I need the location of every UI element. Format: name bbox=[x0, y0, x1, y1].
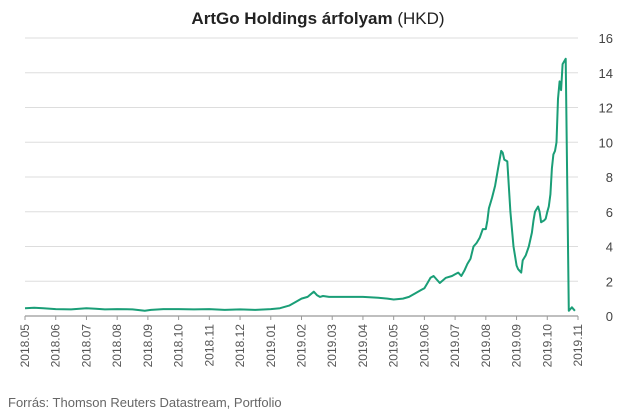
x-tick-label: 2018.06 bbox=[49, 324, 63, 368]
chart-title-unit: (HKD) bbox=[397, 9, 444, 28]
y-tick-label: 2 bbox=[606, 274, 613, 289]
source-note: Forrás: Thomson Reuters Datastream, Port… bbox=[8, 395, 282, 410]
x-tick-label: 2018.07 bbox=[79, 324, 93, 368]
gridlines bbox=[25, 37, 578, 317]
x-tick-label: 2018.09 bbox=[141, 324, 155, 368]
x-tick-label: 2019.04 bbox=[356, 324, 370, 368]
x-tick-label: 2019.06 bbox=[417, 324, 431, 368]
y-tick-label: 14 bbox=[599, 66, 613, 81]
price-line bbox=[24, 57, 576, 312]
x-tick-label: 2018.08 bbox=[110, 324, 124, 368]
chart-title-main: ArtGo Holdings árfolyam bbox=[191, 9, 392, 28]
x-tick-label: 2018.11 bbox=[202, 324, 216, 367]
x-tick-label: 2019.01 bbox=[264, 324, 278, 368]
y-tick-label: 6 bbox=[606, 205, 613, 220]
x-tick-label: 2019.07 bbox=[448, 324, 462, 368]
x-tick-label: 2019.03 bbox=[325, 324, 339, 368]
x-tick-label: 2018.10 bbox=[172, 324, 186, 368]
x-tick-label: 2019.05 bbox=[387, 324, 401, 368]
x-tick-label: 2019.10 bbox=[540, 324, 554, 368]
y-axis-ticks: 0 2 4 6 8 10 12 14 16 bbox=[599, 31, 613, 324]
y-tick-label: 4 bbox=[606, 240, 613, 255]
x-tick-label: 2019.08 bbox=[479, 324, 493, 368]
x-tick-label: 2019.02 bbox=[295, 324, 309, 368]
y-tick-label: 10 bbox=[599, 135, 613, 150]
x-tick-label: 2018.12 bbox=[233, 324, 247, 368]
chart-title: ArtGo Holdings árfolyam (HKD) bbox=[191, 9, 444, 28]
y-tick-label: 0 bbox=[606, 309, 613, 324]
x-tick-label: 2019.09 bbox=[510, 324, 524, 368]
y-tick-label: 16 bbox=[599, 31, 613, 46]
x-axis-ticks: 2018.05 2018.06 2018.07 2018.08 2018.09 2018.… bbox=[18, 316, 585, 367]
x-tick-label: 2019.11 bbox=[571, 324, 585, 367]
y-tick-label: 12 bbox=[599, 101, 613, 116]
x-tick-label: 2018.05 bbox=[18, 324, 32, 368]
y-tick-label: 8 bbox=[606, 170, 613, 185]
